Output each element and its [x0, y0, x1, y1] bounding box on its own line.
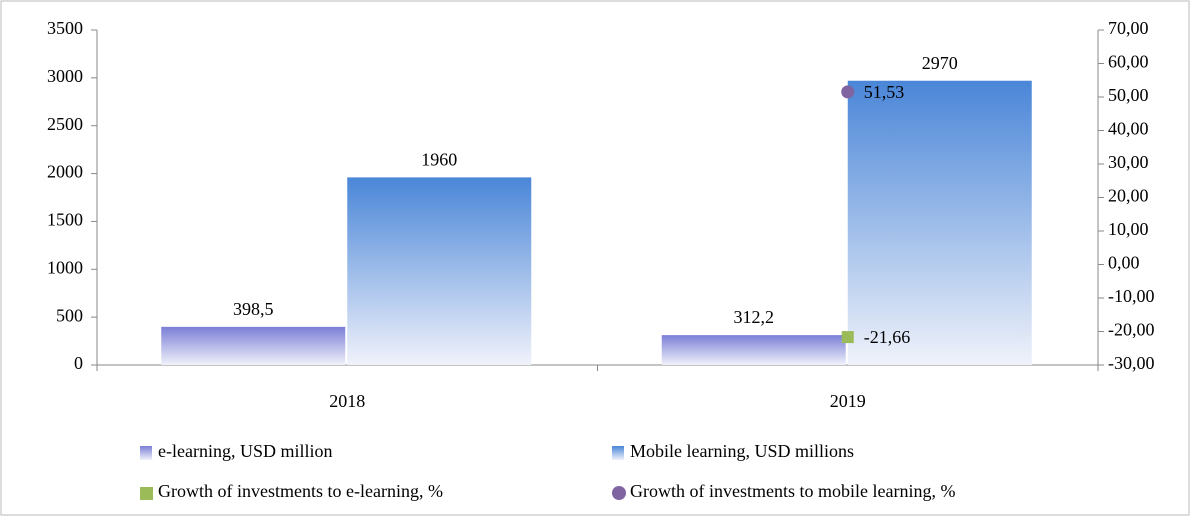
legend-label: Growth of investments to mobile learning…: [630, 481, 955, 501]
x-tick-label: 2019: [830, 391, 866, 411]
bar: [661, 335, 846, 365]
data-label: 1960: [421, 150, 457, 170]
legend-swatch: [140, 487, 153, 500]
legend-swatch: [612, 446, 624, 460]
data-label: 51,53: [864, 82, 905, 102]
y2-tick-label: -20,00: [1108, 320, 1155, 340]
bar: [161, 326, 346, 365]
y2-tick-label: -10,00: [1108, 286, 1155, 306]
y-tick-label: 500: [56, 305, 83, 325]
legend-swatch: [612, 486, 626, 500]
legend-label: e-learning, USD million: [158, 441, 332, 461]
y-tick-label: 0: [74, 353, 83, 373]
legend-label: Growth of investments to e-learning, %: [158, 481, 443, 501]
data-label: -21,66: [864, 327, 911, 347]
y-tick-label: 2000: [47, 162, 83, 182]
legend-swatch: [140, 446, 152, 460]
x-tick-label: 2018: [329, 391, 365, 411]
y2-tick-label: 30,00: [1108, 152, 1149, 172]
y-tick-label: 2500: [47, 114, 83, 134]
y2-tick-label: 50,00: [1108, 85, 1149, 105]
y-tick-label: 1500: [47, 210, 83, 230]
y2-tick-label: 10,00: [1108, 219, 1149, 239]
y2-tick-label: 0,00: [1108, 253, 1140, 273]
y2-tick-label: 70,00: [1108, 18, 1149, 38]
y-tick-label: 3500: [47, 18, 83, 38]
y2-tick-label: 60,00: [1108, 52, 1149, 72]
y-tick-label: 3000: [47, 66, 83, 86]
legend-label: Mobile learning, USD millions: [630, 441, 854, 461]
data-label: 2970: [922, 53, 958, 73]
marker: [841, 331, 854, 344]
y2-tick-label: -30,00: [1108, 353, 1155, 373]
bar: [347, 177, 532, 365]
data-label: 398,5: [233, 299, 274, 319]
y-tick-label: 1000: [47, 257, 83, 277]
marker: [841, 85, 855, 99]
y2-tick-label: 40,00: [1108, 119, 1149, 139]
data-label: 312,2: [734, 307, 775, 327]
bar: [847, 80, 1032, 365]
y2-tick-label: 20,00: [1108, 186, 1149, 206]
